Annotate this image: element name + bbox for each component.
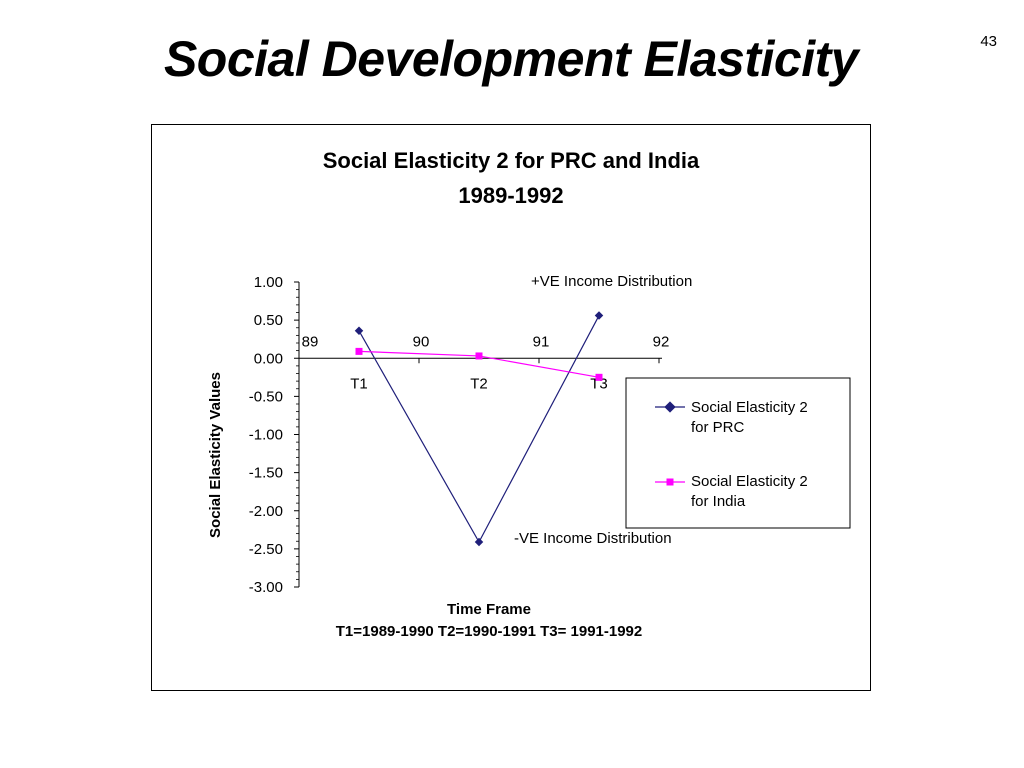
x-category-label: T2	[470, 375, 488, 392]
y-tick-label: 0.00	[254, 350, 283, 367]
page-number: 43	[980, 33, 997, 50]
series-line-prc	[358, 315, 600, 544]
y-tick-label: -1.00	[249, 427, 283, 444]
x-axis-title: Time Frame	[447, 601, 531, 618]
legend-prc-label-line-1: Social Elasticity 2	[691, 399, 808, 416]
y-tick-label: -3.00	[249, 579, 283, 596]
x-year-label: 92	[653, 333, 670, 350]
legend-prc-label-line-2: for PRC	[691, 419, 745, 436]
data-point-prc	[474, 537, 484, 547]
y-axis-title: Social Elasticity Values	[207, 372, 224, 538]
data-point-india	[475, 352, 483, 360]
annotation-negative: -VE Income Distribution	[514, 530, 672, 547]
y-tick-label: -2.50	[249, 541, 283, 558]
legend-box	[625, 377, 851, 529]
x-year-label: 89	[302, 333, 319, 350]
legend-india-marker	[666, 478, 674, 486]
legend-item-prc: Social Elasticity 2 for PRC	[655, 399, 808, 436]
legend-item-india: Social Elasticity 2 for India	[655, 473, 808, 510]
legend-prc-marker	[664, 401, 676, 413]
x-category-label: T3	[590, 375, 608, 392]
chart-title-line-1: Social Elasticity 2 for PRC and India	[323, 148, 700, 173]
chart-title-line-2: 1989-1992	[458, 183, 563, 208]
line-chart: Social Elasticity 2 for PRC and India 19…	[207, 148, 851, 640]
axes-layer: 1.00 0.50 0.00 -0.50 -1.00 -1.50 -2.00 -2.50 -3.…	[249, 274, 670, 596]
data-point-prc	[354, 326, 364, 336]
x-axis-period-legend: T1=1989-1990 T2=1990-1991 T3= 1991-1992	[336, 623, 643, 640]
data-point-india	[595, 373, 603, 381]
series-layer	[354, 311, 604, 547]
x-category-label: T1	[350, 375, 368, 392]
data-point-prc	[594, 311, 604, 320]
legend-india-label-line-1: Social Elasticity 2	[691, 473, 808, 490]
chart-frame: Social Elasticity 2 for PRC and India 19…	[151, 124, 871, 691]
data-point-india	[355, 347, 363, 355]
y-tick-label: 0.50	[254, 312, 283, 329]
y-tick-label: -2.00	[249, 503, 283, 520]
y-tick-label: 1.00	[254, 274, 283, 291]
annotation-positive: +VE Income Distribution	[531, 273, 692, 290]
x-year-label: 91	[533, 333, 550, 350]
y-tick-label: -0.50	[249, 388, 283, 405]
legend-india-label-line-2: for India	[691, 493, 746, 510]
x-year-label: 90	[413, 333, 430, 350]
y-tick-label: -1.50	[249, 465, 283, 482]
slide-title: Social Development Elasticity	[163, 31, 859, 87]
